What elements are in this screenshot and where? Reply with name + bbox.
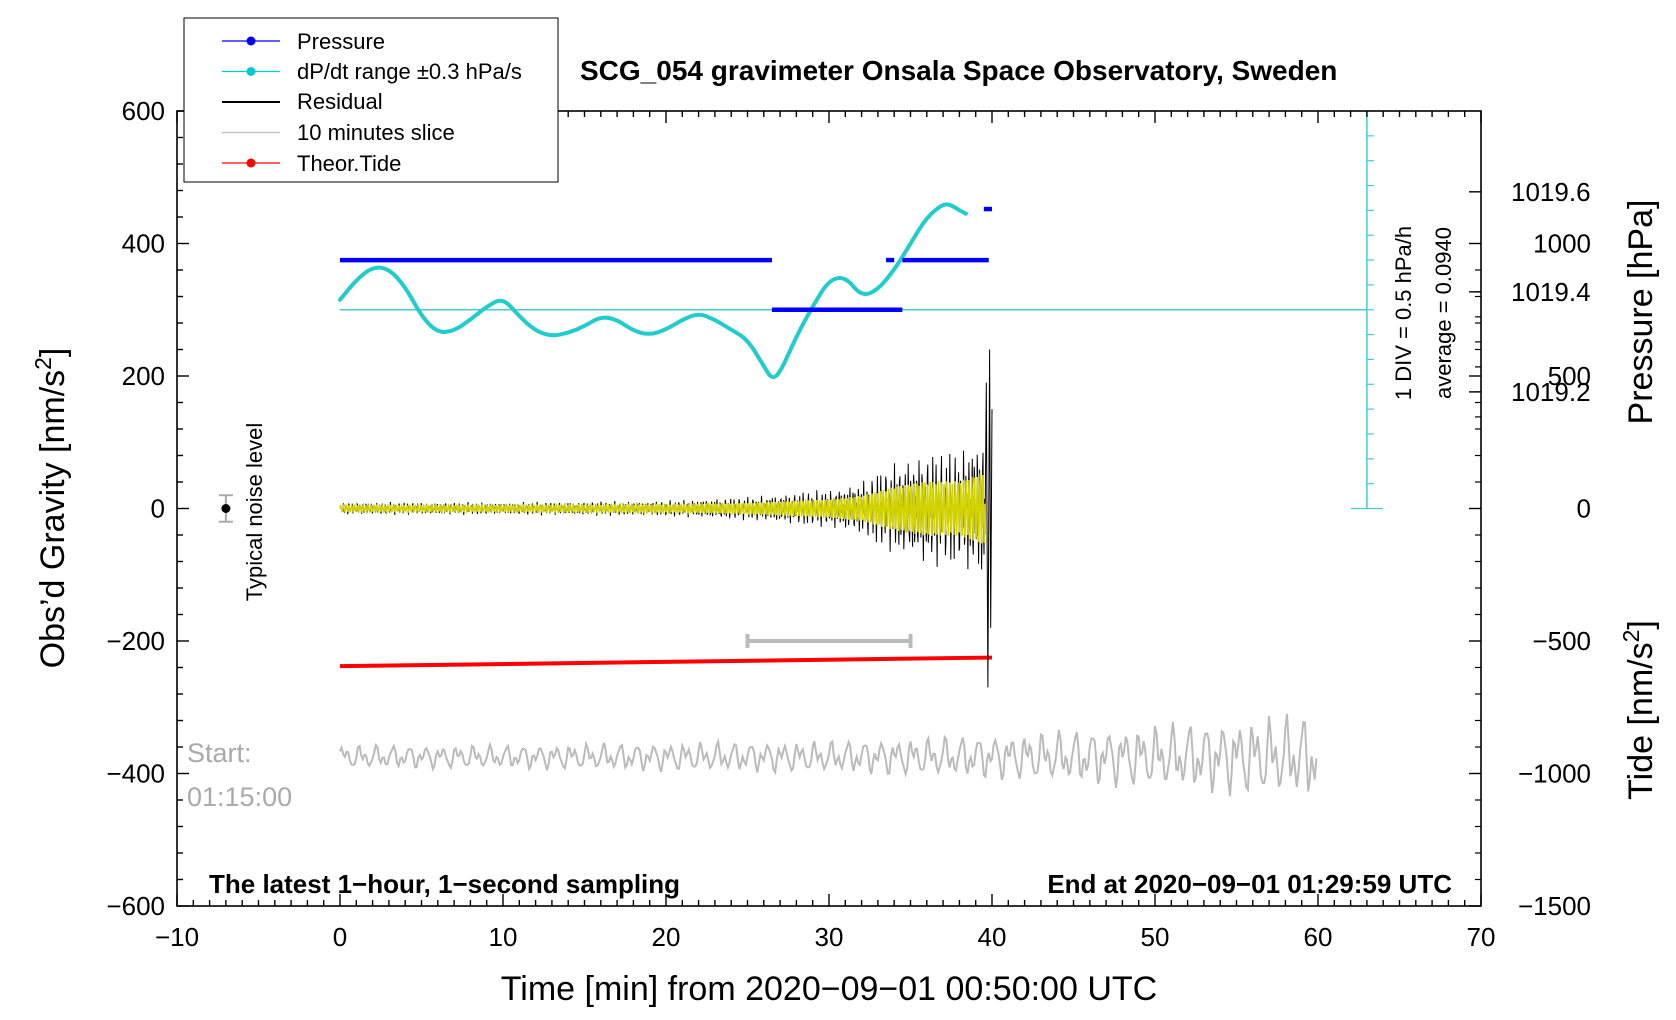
y-tick-label: 200: [122, 361, 165, 391]
pressure-tick-label: 1019.4: [1511, 277, 1591, 307]
noise-level-point: [221, 504, 231, 513]
dpdt-curve-line: [338, 202, 968, 380]
y-tick-label: −600: [106, 891, 165, 921]
legend-label-tide: Theor.Tide: [297, 151, 401, 176]
y-tick-label: 600: [122, 96, 165, 126]
x-tick-label: 40: [978, 922, 1007, 952]
x-axis: −10 0 10 20 30 40 50 60 70: [155, 111, 1496, 952]
pressure-tick-label: 1019.6: [1511, 177, 1591, 207]
chart-title: SCG_054 gravimeter Onsala Space Observat…: [580, 55, 1337, 86]
start-time-label: 01:15:00: [187, 782, 292, 812]
theor-tide-line: [339, 655, 993, 669]
x-tick-label: 10: [489, 922, 518, 952]
y-tick-label: 0: [151, 494, 165, 524]
x-tick-label: 70: [1467, 922, 1496, 952]
x-tick-label: 30: [815, 922, 844, 952]
legend-label-dpdt: dP/dt range ±0.3 hPa/s: [297, 59, 522, 84]
pressure-tick-label: 1019.2: [1511, 377, 1591, 407]
y-axis-left: −600 −400 −200 0 200 400 600: [106, 96, 189, 921]
y-tick-label: −200: [106, 626, 165, 656]
tide-tick-label: 0: [1577, 494, 1591, 524]
tide-tick-label: −500: [1532, 626, 1591, 656]
y-axis-label-tide: Tide [nm/s2]: [1618, 620, 1660, 800]
tide-tick-label: −1000: [1518, 759, 1591, 789]
legend-label-pressure: Pressure: [297, 29, 385, 54]
x-tick-label: −10: [155, 922, 199, 952]
x-axis-label: Time [min] from 2020−09−01 00:50:00 UTC: [501, 970, 1157, 1008]
footer-right-label: End at 2020−09−01 01:29:59 UTC: [1047, 869, 1452, 899]
y-tick-label: 400: [122, 229, 165, 259]
footer-left-label: The latest 1−hour, 1−second sampling: [209, 869, 680, 899]
x-tick-label: 60: [1304, 922, 1333, 952]
legend: Pressure dP/dt range ±0.3 hPa/s Residual…: [183, 17, 559, 183]
legend-box: [183, 17, 559, 183]
x-tick-label: 0: [333, 922, 347, 952]
dpdt-scale-label: 1 DIV = 0.5 hPa/h: [1391, 226, 1416, 400]
x-tick-label: 20: [652, 922, 681, 952]
start-label: Start:: [187, 738, 252, 768]
chart-marks: [218, 110, 1383, 797]
slice-waveform-line: [339, 713, 1318, 797]
y-axis-label-left: Obs’d Gravity [nm/s2]: [30, 348, 72, 669]
tide-tick-label: −1500: [1518, 891, 1591, 921]
tide-tick-label: 1000: [1533, 229, 1591, 259]
dpdt-average-label: average = 0.0940: [1431, 227, 1456, 399]
y-axis-right-pressure: 1019.2 1019.4 1019.6: [1469, 177, 1591, 418]
residual-filtered-line: [339, 473, 986, 544]
y-tick-label: −400: [106, 759, 165, 789]
legend-marker: [246, 36, 256, 46]
legend-entries: [222, 36, 280, 168]
y-axis-label-pressure: Pressure [hPa]: [1622, 200, 1660, 425]
legend-marker: [246, 67, 256, 76]
y-axis-right-tide: −1500 −1000 −500 0 500 1000: [1469, 229, 1591, 921]
tide-tick-label: 500: [1548, 361, 1591, 391]
legend-label-slice: 10 minutes slice: [297, 120, 455, 145]
noise-level-label: Typical noise level: [242, 423, 267, 602]
x-tick-label: 50: [1141, 922, 1170, 952]
legend-label-residual: Residual: [297, 89, 383, 114]
legend-marker: [246, 158, 256, 168]
